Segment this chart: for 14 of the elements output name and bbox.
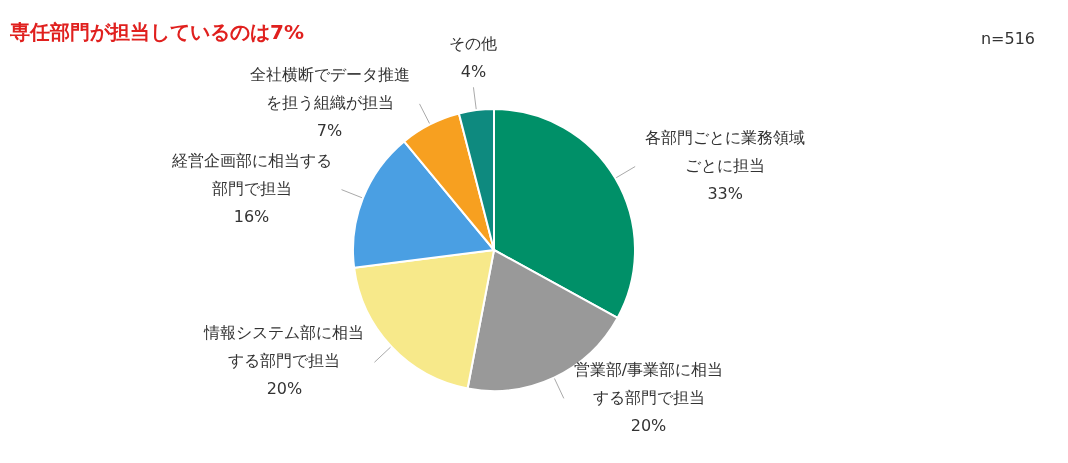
slice-label: 全社横断でデータ推進を担う組織が担当 bbox=[249, 65, 410, 113]
slice-label: 経営企画部に相当する部門で担当 bbox=[170, 150, 332, 198]
data-label: 16% bbox=[233, 206, 270, 226]
text: n=516 bbox=[980, 29, 1035, 49]
slice-label: 各部門ごとに業務領域ごとに担当 bbox=[645, 127, 806, 175]
data-label: 7% bbox=[316, 121, 343, 141]
slice-label: その他 bbox=[449, 34, 498, 54]
data-label: 20% bbox=[630, 415, 667, 435]
chart-title: 専任部門が担当しているのは7% bbox=[9, 20, 304, 45]
slice-label: 営業部/事業部に相当する部門で担当 bbox=[573, 359, 724, 407]
data-label: 20% bbox=[266, 379, 303, 399]
data-label: 4% bbox=[460, 62, 487, 82]
data-label: 33% bbox=[707, 183, 743, 203]
slice-label: 情報システム部に相当する部門で担当 bbox=[203, 323, 365, 371]
